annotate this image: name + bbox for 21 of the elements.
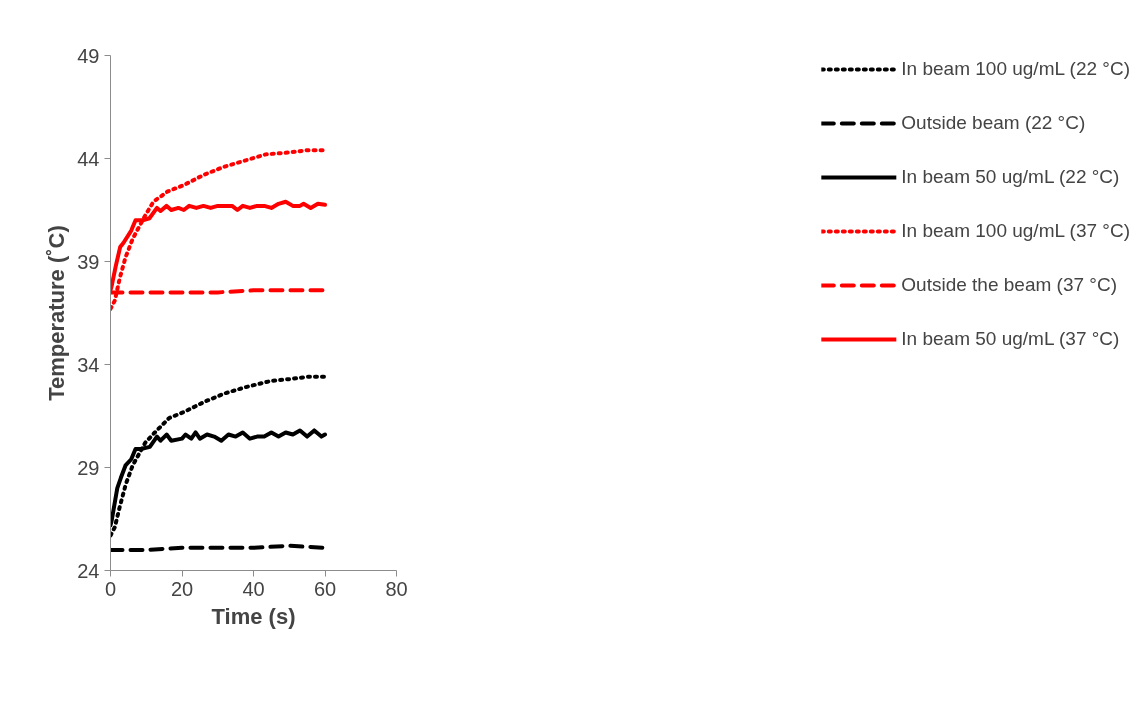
- y-tick-label: 44: [77, 147, 100, 170]
- line-series: [110, 148, 327, 311]
- y-tick-label: 39: [77, 250, 100, 273]
- y-axis-title: Temperature (˚C): [44, 225, 70, 401]
- x-tick-label: 60: [313, 577, 337, 600]
- x-axis-title: Time (s): [211, 603, 296, 629]
- y-tick-label: 24: [77, 559, 100, 582]
- y-tick-label: 29: [77, 456, 100, 479]
- x-tick-label: 0: [104, 577, 117, 600]
- legend-label: In beam 100 ug/mL (37 °C): [901, 219, 1130, 243]
- y-tick-label: 49: [77, 44, 100, 67]
- legend-label: In beam 50 ug/mL (22 °C): [901, 165, 1120, 189]
- line-series: [110, 374, 327, 538]
- x-tick-label: 80: [385, 577, 408, 600]
- legend-label: In beam 50 ug/mL (37 °C): [901, 327, 1120, 351]
- legend-label: Outside the beam (37 °C): [901, 273, 1117, 297]
- x-tick-label: 40: [242, 577, 265, 600]
- x-tick-label: 20: [170, 577, 194, 600]
- y-tick-label: 34: [77, 353, 100, 376]
- legend-label: Outside beam (22 °C): [901, 111, 1086, 135]
- legend-label: In beam 100 ug/mL (22 °C): [901, 57, 1130, 81]
